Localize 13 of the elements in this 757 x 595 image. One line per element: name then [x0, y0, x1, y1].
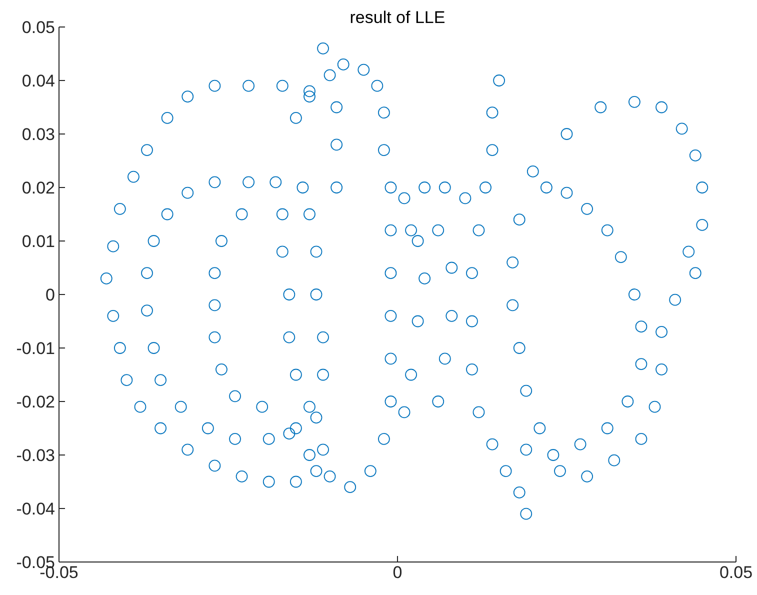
- y-tick-label: 0.01: [22, 232, 55, 252]
- y-tick-label: -0.03: [16, 446, 55, 466]
- y-tick-label: 0.04: [22, 72, 55, 91]
- x-tick-label: 0.05: [719, 563, 753, 582]
- y-tick-label: -0.01: [16, 339, 55, 358]
- y-tick-label: 0: [46, 286, 55, 305]
- y-tick-label: 0.03: [22, 125, 55, 144]
- y-tick-label: -0.02: [16, 392, 55, 412]
- y-tick-label: 0.05: [22, 18, 55, 38]
- y-tick-label: 0.02: [22, 178, 55, 198]
- x-tick-label: 0: [392, 563, 402, 582]
- y-tick-label: -0.04: [16, 500, 55, 519]
- chart-title: result of LLE: [348, 8, 446, 28]
